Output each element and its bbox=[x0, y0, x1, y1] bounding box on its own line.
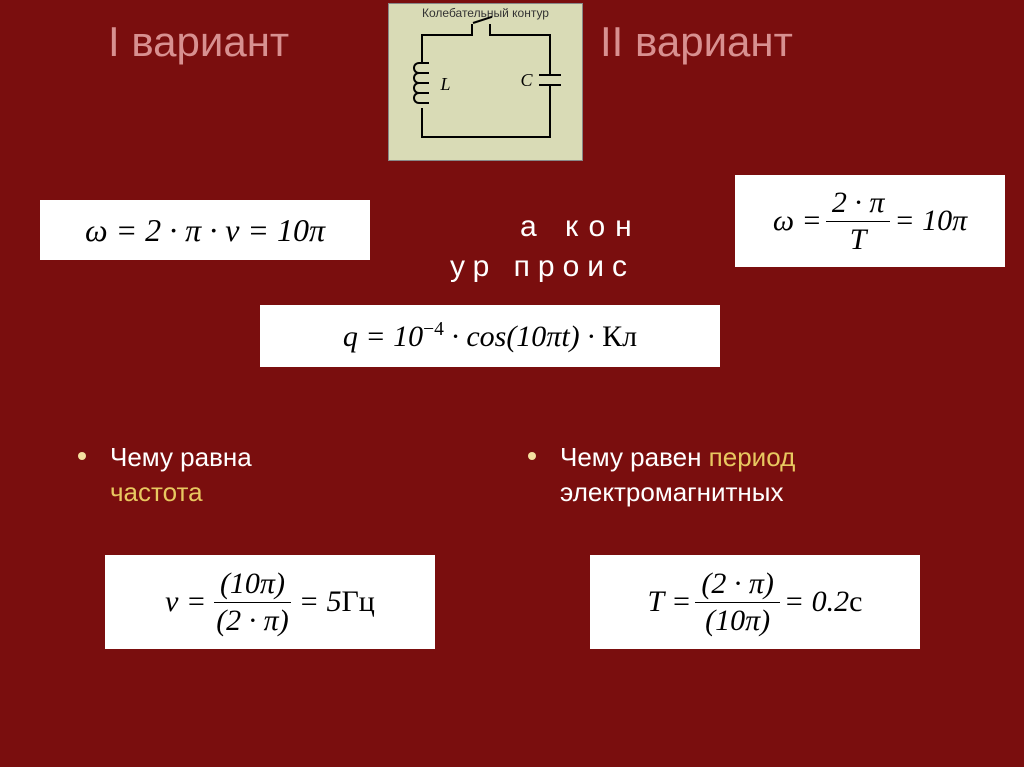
question-frequency: Чему равна частота bbox=[110, 440, 490, 510]
label-capacitor: C bbox=[521, 70, 533, 91]
bullet-icon bbox=[78, 452, 86, 460]
title-variant-2: II вариант bbox=[600, 18, 793, 66]
title-variant-1: I вариант bbox=[108, 18, 289, 66]
background-text-1: а кон bbox=[520, 210, 642, 244]
background-text-2: ур проис bbox=[450, 250, 635, 284]
question-period: Чему равен периодэлектромагнитных bbox=[560, 440, 980, 510]
label-inductor: L bbox=[441, 74, 451, 95]
circuit-diagram: Колебательный контур L C bbox=[388, 3, 583, 161]
formula-omega-left: ω = 2 · π · ν = 10π bbox=[40, 200, 370, 260]
question-period-text: Чему равен периодэлектромагнитных bbox=[560, 442, 795, 507]
formula-frequency: ν = (10π)(2 · π) = 5Гц bbox=[105, 555, 435, 649]
lc-circuit: L C bbox=[411, 24, 561, 144]
formula-period: T = (2 · π)(10π) = 0.2с bbox=[590, 555, 920, 649]
diagram-caption: Колебательный контур bbox=[389, 4, 582, 24]
formula-omega-right: ω = 2 · πT = 10π bbox=[735, 175, 1005, 267]
question-frequency-text: Чему равна частота bbox=[110, 442, 252, 507]
formula-charge: q = 10−4 · cos(10πt) · Кл bbox=[260, 305, 720, 367]
capacitor-icon bbox=[539, 74, 561, 76]
bullet-icon bbox=[528, 452, 536, 460]
inductor-icon bbox=[413, 62, 431, 110]
